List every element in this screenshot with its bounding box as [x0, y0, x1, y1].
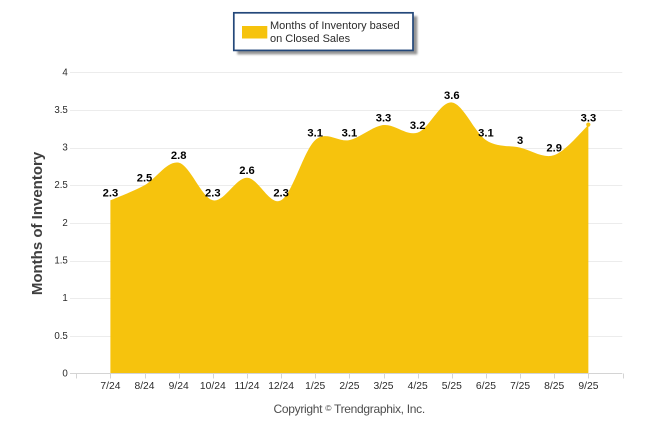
svg-text:2.3: 2.3	[103, 188, 119, 200]
svg-text:2/25: 2/25	[339, 381, 359, 392]
svg-text:8/25: 8/25	[544, 381, 564, 392]
svg-text:Months of Inventory based: Months of Inventory based	[270, 20, 400, 32]
svg-text:11/24: 11/24	[234, 381, 259, 392]
svg-text:5/25: 5/25	[442, 381, 462, 392]
svg-text:4/25: 4/25	[408, 381, 428, 392]
svg-text:3: 3	[62, 143, 67, 154]
svg-text:2.6: 2.6	[239, 165, 255, 177]
svg-text:2.5: 2.5	[137, 173, 153, 185]
svg-text:3.1: 3.1	[307, 128, 323, 140]
svg-text:12/24: 12/24	[268, 381, 294, 392]
svg-text:3.6: 3.6	[444, 90, 460, 102]
svg-text:2.3: 2.3	[273, 188, 289, 200]
svg-text:7/25: 7/25	[510, 381, 530, 392]
svg-text:9/24: 9/24	[169, 381, 189, 392]
svg-text:2.8: 2.8	[171, 150, 187, 162]
svg-text:0.5: 0.5	[54, 331, 67, 342]
svg-text:0: 0	[62, 368, 68, 379]
svg-text:on Closed Sales: on Closed Sales	[270, 33, 351, 45]
svg-text:2.3: 2.3	[205, 188, 221, 200]
svg-text:9/25: 9/25	[578, 381, 598, 392]
svg-text:1: 1	[62, 293, 67, 304]
svg-text:3/25: 3/25	[373, 381, 393, 392]
svg-text:3.1: 3.1	[342, 128, 358, 140]
svg-text:3.3: 3.3	[581, 112, 597, 124]
svg-text:3: 3	[517, 135, 523, 147]
svg-text:4: 4	[62, 67, 68, 78]
svg-text:6/25: 6/25	[476, 381, 496, 392]
svg-text:3.5: 3.5	[54, 105, 67, 116]
svg-text:1.5: 1.5	[54, 256, 67, 267]
svg-text:2.5: 2.5	[54, 180, 67, 191]
svg-text:10/24: 10/24	[200, 381, 226, 392]
svg-text:2: 2	[62, 218, 67, 229]
svg-text:8/24: 8/24	[134, 381, 154, 392]
svg-text:3.2: 3.2	[410, 120, 426, 132]
svg-text:1/25: 1/25	[305, 381, 325, 392]
svg-text:Months of Inventory: Months of Inventory	[29, 151, 46, 295]
svg-text:3.1: 3.1	[478, 128, 494, 140]
svg-text:3.3: 3.3	[376, 112, 392, 124]
svg-text:Copyright © Trendgraphix, Inc.: Copyright © Trendgraphix, Inc.	[274, 402, 425, 416]
svg-text:7/24: 7/24	[100, 381, 120, 392]
svg-text:2.9: 2.9	[546, 143, 562, 155]
